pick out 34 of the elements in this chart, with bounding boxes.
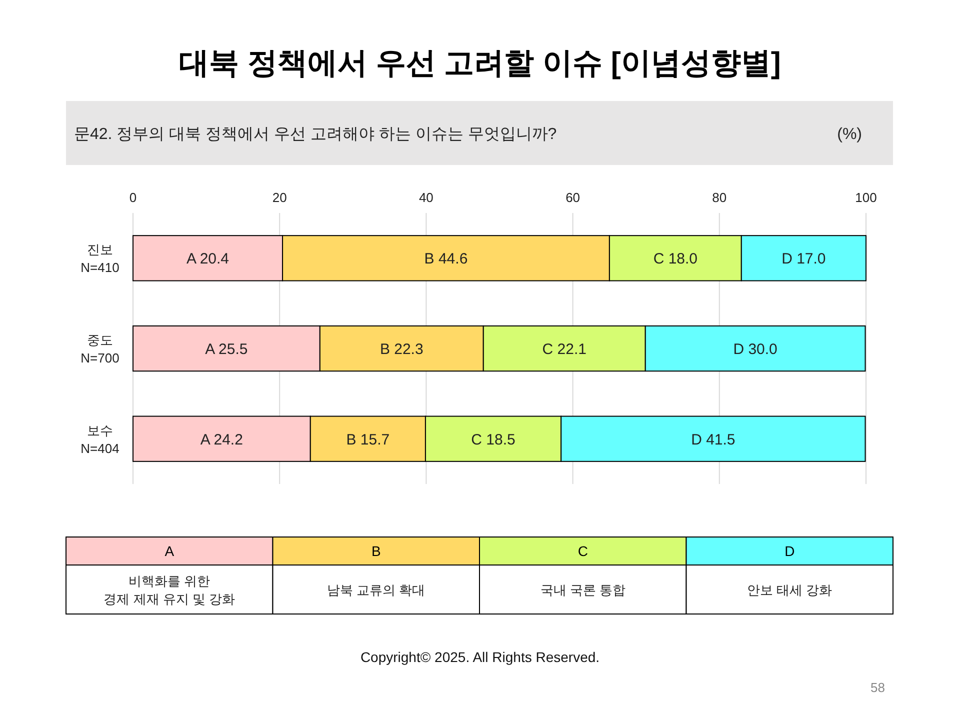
y-tick-label: 중도 N=700	[80, 332, 120, 366]
data-label: B 22.3	[380, 341, 424, 358]
text: Copyright© 2025. All Rights Reserved.	[360, 649, 600, 665]
text: A	[164, 543, 175, 559]
x-tick-label: 60	[566, 190, 580, 205]
y-tick-label: 보수 N=404	[80, 422, 120, 456]
chart-title: 대북 정책에서 우선 고려할 이슈 [이념성향별]	[179, 47, 781, 80]
data-label: A 20.4	[186, 250, 230, 268]
text: 국내 국론 통합	[540, 582, 626, 598]
data-label: D 41.5	[691, 431, 736, 448]
text: 안보 태세 강화	[747, 582, 832, 598]
x-tick-label: 80	[712, 190, 727, 205]
data-label: B 15.7	[346, 431, 390, 448]
x-tick-label: 100	[855, 190, 877, 205]
x-axis-title: (%)	[837, 126, 862, 143]
data-label: A 25.5	[205, 341, 248, 358]
x-tick-label: 0	[129, 190, 137, 205]
text: 남북 교류의 확대	[327, 582, 426, 598]
text: C	[578, 543, 588, 559]
text: 58	[870, 680, 885, 695]
x-tick-label: 40	[418, 190, 434, 205]
text: 비핵화를 위한 경제 제재 유지 및 강화	[104, 574, 236, 606]
text: B	[371, 543, 381, 559]
data-label: A 24.2	[200, 431, 243, 448]
data-label: C 18.0	[653, 250, 698, 268]
data-label: D 30.0	[733, 341, 778, 358]
data-label: D 17.0	[782, 250, 826, 268]
data-label: B 44.6	[424, 250, 468, 268]
y-tick-label: 진보 N=410	[80, 242, 120, 276]
data-label: C 18.5	[471, 431, 516, 448]
chart-subtitle: 문42. 정부의 대북 정책에서 우선 고려해야 하는 이슈는 무엇입니까?	[74, 126, 557, 143]
x-tick-label: 20	[272, 190, 287, 205]
text: D	[784, 543, 795, 559]
data-label: C 22.1	[542, 341, 586, 358]
